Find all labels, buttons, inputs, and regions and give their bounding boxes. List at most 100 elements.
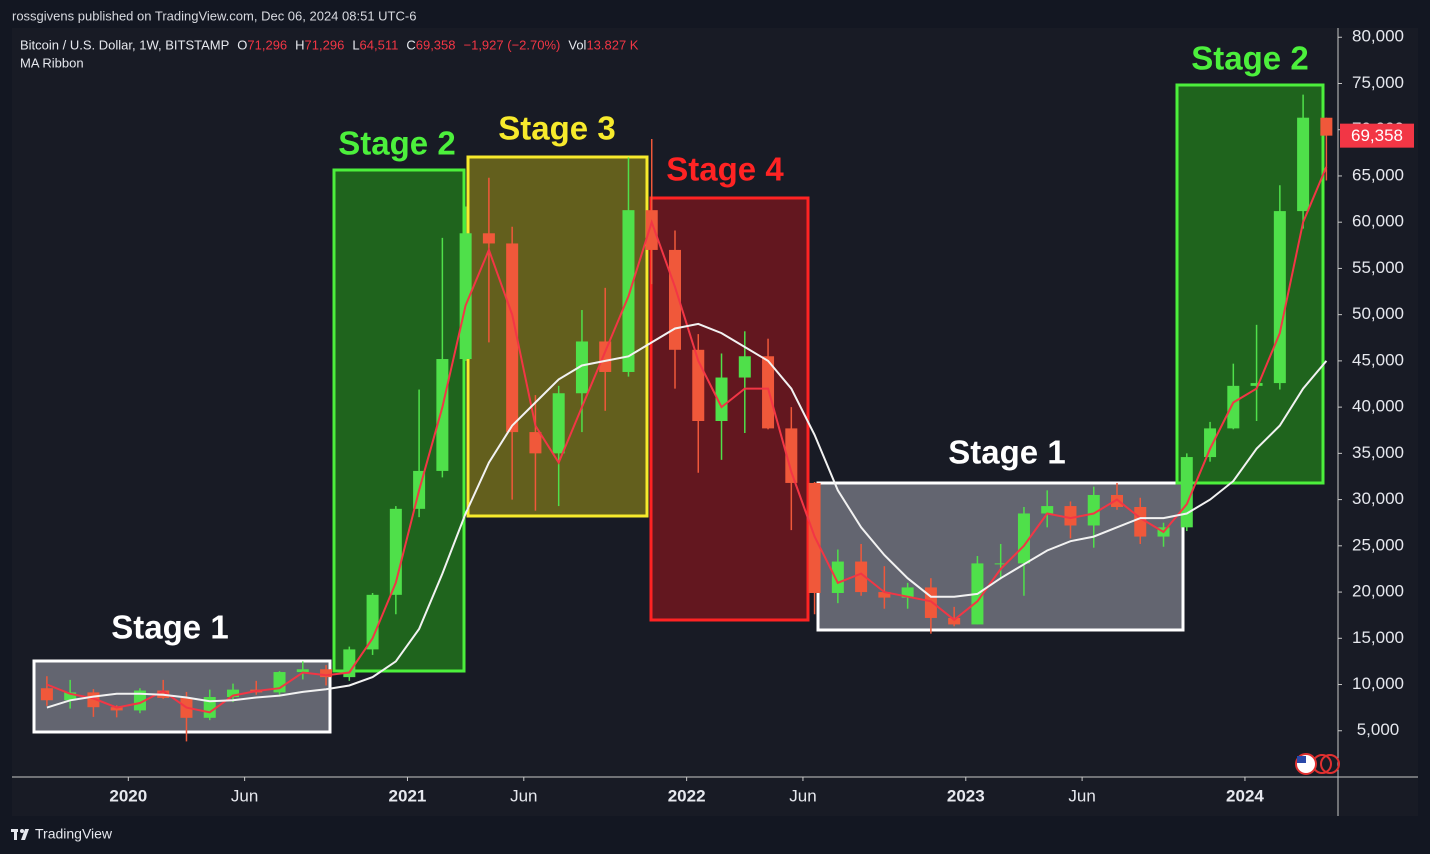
y-tick-label: 50,000 [1352, 304, 1404, 323]
candle-body [715, 377, 728, 421]
candle-body [738, 356, 751, 378]
quote-key: L [352, 37, 359, 52]
candle-body [599, 341, 612, 372]
candle-body [133, 690, 146, 711]
brand-logo [11, 829, 29, 840]
candle-body [855, 561, 868, 593]
quote-value: 64,511 [360, 37, 399, 52]
symbol: Bitcoin / U.S. Dollar, 1W, BITSTAMP [20, 37, 229, 52]
candle-body [785, 428, 798, 483]
candle-body [1111, 494, 1123, 507]
stage-box [466, 155, 649, 518]
y-tick-label: 75,000 [1352, 73, 1404, 92]
candle-body [482, 233, 495, 244]
stage-label: Stage 3 [498, 110, 615, 147]
y-tick-label: 35,000 [1352, 443, 1404, 462]
candle-body [343, 649, 356, 678]
candle-body [436, 359, 449, 471]
y-tick-label: 40,000 [1352, 397, 1404, 416]
candle-body [762, 356, 775, 429]
y-tick-label: 25,000 [1352, 535, 1404, 554]
x-tick-label: Jun [1068, 786, 1095, 805]
price-tag-label: 69,358 [1351, 126, 1403, 145]
x-tick-label: Jun [510, 786, 537, 805]
quote-value: 71,296 [305, 37, 345, 52]
candle-body [901, 587, 914, 598]
x-tick-label: Jun [789, 786, 816, 805]
candle-body [529, 432, 542, 454]
y-tick-label: 65,000 [1352, 165, 1404, 184]
candle-body [40, 688, 53, 701]
quote-key: O [237, 37, 247, 52]
quote-value: 69,358 [416, 37, 456, 52]
candle-body [645, 210, 658, 250]
stage-label: Stage 2 [1191, 40, 1308, 77]
y-tick-label: 20,000 [1352, 582, 1404, 601]
candle-body [227, 689, 239, 698]
indicator-name: MA Ribbon [20, 55, 84, 70]
candle-body [1297, 117, 1310, 212]
quote-key: H [295, 37, 304, 52]
candle-body [506, 243, 519, 433]
x-tick-label: 2021 [389, 786, 427, 805]
flag-canton [1297, 756, 1306, 763]
x-tick-label: 2022 [668, 786, 706, 805]
price-tag [1340, 123, 1414, 148]
quote-key: C [406, 37, 415, 52]
candle-body [622, 210, 635, 372]
candle-body [948, 617, 961, 625]
candle-body [296, 669, 309, 673]
x-tick-label: 2020 [109, 786, 147, 805]
candle-body [459, 233, 472, 360]
x-tick-label: 2023 [947, 786, 985, 805]
candle-body [1250, 383, 1263, 386]
moving-average [46, 166, 1328, 714]
candle-body [1204, 428, 1217, 458]
stage-label: Stage 1 [111, 609, 228, 646]
candle-layer [40, 94, 1333, 742]
candle-body [366, 594, 379, 650]
candle-body [1227, 385, 1240, 429]
y-tick-label: 80,000 [1352, 27, 1404, 46]
chart-panel [12, 28, 1418, 816]
candle-body [831, 561, 844, 593]
flag-icon [1295, 753, 1340, 775]
candle-body [320, 669, 333, 678]
volume-value: 13.827 K [586, 37, 638, 52]
moving-average [46, 322, 1328, 709]
candle-body [552, 393, 565, 454]
x-tick-label: 2024 [1226, 786, 1264, 805]
stage-label: Stage 2 [338, 125, 455, 162]
logo-part [14, 829, 17, 840]
quote-change: −1,927 (−2.70%) [464, 37, 561, 52]
candle-body [1134, 506, 1147, 537]
candle-body [1087, 494, 1100, 526]
candle-body [575, 341, 588, 394]
logo-part [20, 829, 24, 833]
candle-body [1017, 513, 1030, 564]
candle-body [669, 249, 681, 350]
candle-body [1064, 506, 1077, 526]
candle-body [994, 563, 1007, 565]
y-tick-label: 45,000 [1352, 350, 1404, 369]
candle-body [64, 692, 77, 701]
y-tick-label: 55,000 [1352, 258, 1404, 277]
volume-key: Vol [568, 37, 586, 52]
candle-body [878, 592, 891, 598]
y-tick-label: 30,000 [1352, 489, 1404, 508]
flag-ring [1320, 754, 1340, 774]
candle-body [110, 707, 123, 711]
y-tick-label: 10,000 [1352, 674, 1404, 693]
candle-body [1041, 506, 1054, 514]
brand: TradingView [35, 826, 113, 842]
candle-body [1273, 211, 1286, 384]
stage-label: Stage 4 [666, 151, 784, 188]
logo-part [21, 829, 29, 840]
quote-value: 71,296 [247, 37, 287, 52]
y-tick-label: 15,000 [1352, 628, 1404, 647]
stage-label: Stage 1 [948, 434, 1065, 471]
y-tick-label: 5,000 [1357, 720, 1400, 739]
y-tick-label: 60,000 [1352, 212, 1404, 231]
